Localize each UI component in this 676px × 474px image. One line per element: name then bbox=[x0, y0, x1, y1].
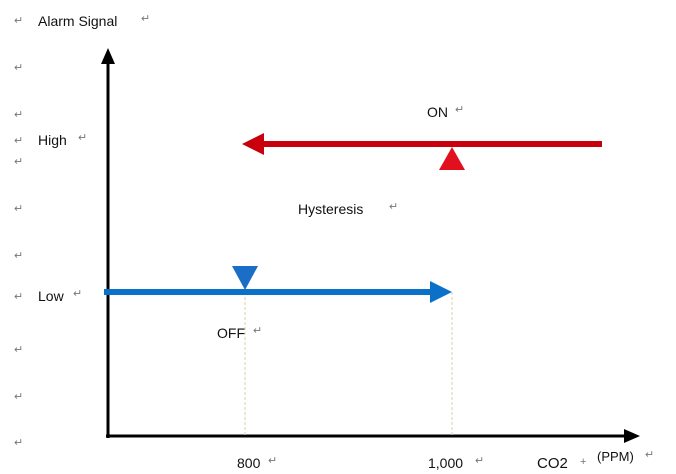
off-line-arrow-icon bbox=[430, 281, 452, 303]
paragraph-mark: ↵ bbox=[14, 135, 23, 147]
y-axis-arrow-icon bbox=[101, 48, 115, 64]
fall-arrow-icon bbox=[232, 266, 258, 290]
paragraph-mark: ↵ bbox=[268, 455, 277, 467]
paragraph-mark: ↵ bbox=[14, 156, 23, 168]
paragraph-mark: ↵ bbox=[14, 203, 23, 215]
x-tick-1000: 1,000 bbox=[428, 455, 463, 471]
paragraph-mark: ↵ bbox=[14, 437, 23, 449]
paragraph-mark: + bbox=[580, 456, 586, 468]
paragraph-mark: ↵ bbox=[141, 13, 150, 25]
paragraph-mark: ↵ bbox=[73, 288, 82, 300]
paragraph-mark: ↵ bbox=[14, 291, 23, 303]
paragraph-mark: ↵ bbox=[645, 449, 654, 461]
paragraph-mark: ↵ bbox=[78, 132, 87, 144]
paragraph-marks: ↵ ↵ ↵ ↵ ↵ ↵ ↵ ↵ ↵ ↵ ↵ bbox=[14, 15, 23, 449]
paragraph-mark: ↵ bbox=[14, 250, 23, 262]
on-label: ON bbox=[427, 104, 448, 120]
paragraph-mark: ↵ bbox=[389, 201, 398, 213]
paragraph-mark: ↵ bbox=[14, 109, 23, 121]
paragraph-mark: ↵ bbox=[14, 62, 23, 74]
low-label: Low bbox=[38, 288, 65, 304]
paragraph-mark: ↵ bbox=[253, 325, 262, 337]
paragraph-mark: ↵ bbox=[455, 104, 464, 116]
y-axis-title: Alarm Signal bbox=[38, 13, 117, 29]
paragraph-mark: ↵ bbox=[14, 15, 23, 27]
off-label: OFF bbox=[217, 325, 245, 341]
rise-arrow-icon bbox=[439, 147, 465, 170]
hysteresis-label: Hysteresis bbox=[298, 201, 363, 217]
x-tick-800: 800 bbox=[237, 455, 261, 471]
high-label: High bbox=[38, 132, 67, 148]
x-axis-arrow-icon bbox=[624, 429, 640, 443]
on-line-arrow-icon bbox=[242, 133, 264, 155]
x-axis-unit: (PPM) bbox=[597, 449, 634, 464]
paragraph-mark: ↵ bbox=[14, 344, 23, 356]
x-axis-title: CO2 bbox=[537, 455, 568, 472]
paragraph-mark: ↵ bbox=[14, 391, 23, 403]
paragraph-mark: ↵ bbox=[475, 455, 484, 467]
